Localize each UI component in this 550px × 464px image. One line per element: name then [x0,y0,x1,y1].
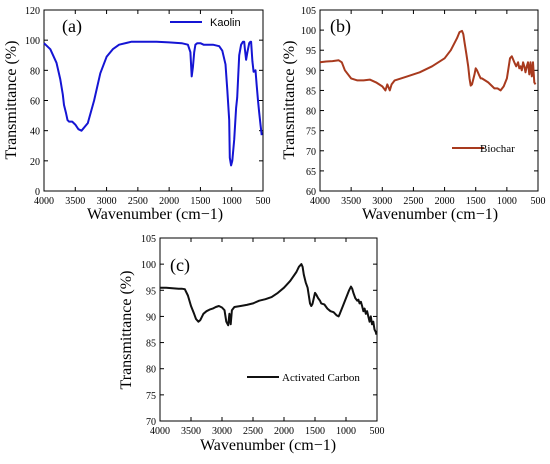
x-axis-label: Wavenumber (cm−1) [87,206,223,223]
y-axis-label: Transmittance (%) [281,41,298,160]
y-tick-label: 20 [30,157,40,168]
series-line-activated-carbon [160,263,378,335]
x-tick-label: 500 [256,196,271,207]
y-tick-label: 100 [141,260,156,271]
x-tick-label: 1500 [305,426,325,437]
y-axis-label: Transmittance (%) [118,271,135,390]
chart-panel-1: 4000 3500 3000 2500 2000 1500 1000 500 60 65 70 75 8… [281,6,546,223]
y-tick-label: 90 [146,312,156,323]
y-axis-label: Transmittance (%) [3,41,20,160]
x-tick-label: 3000 [212,426,232,437]
y-tick-label: 60 [30,97,40,108]
y-tick-label: 85 [146,339,156,350]
y-tick-label: 95 [146,286,156,297]
y-tick-label: 105 [301,6,316,17]
x-tick-label: 4000 [34,196,54,207]
y-tick-label: 0 [35,187,40,198]
y-tick-label: 70 [146,417,156,428]
x-tick-label: 2500 [403,196,423,207]
x-tick-label: 2000 [435,196,455,207]
y-tick-label: 75 [306,127,316,138]
x-tick-label: 500 [370,426,385,437]
x-tick-label: 4000 [310,196,330,207]
legend-label: Activated Carbon [282,372,360,384]
plot-frame [159,237,378,422]
panel-label: (c) [170,255,190,276]
legend-label: Biochar [480,143,515,155]
y-tick-label: 60 [306,187,316,198]
legend-label: Kaolin [210,17,241,29]
y-tick-label: 65 [306,167,316,178]
y-tick-label: 100 [301,26,316,37]
series-line-biochar [319,29,537,92]
x-tick-label: 3500 [341,196,361,207]
y-tick-label: 70 [306,147,316,158]
x-tick-label: 3000 [97,196,117,207]
x-tick-label: 3000 [372,196,392,207]
x-tick-label: 2000 [159,196,179,207]
x-tick-label: 2500 [128,196,148,207]
panel-label: (a) [62,16,82,37]
y-tick-label: 90 [306,66,316,77]
chart-panel-2: 4000 3500 3000 2500 2000 1500 1000 500 70 75 80 85 9… [118,234,385,454]
x-tick-label: 3500 [181,426,201,437]
y-tick-label: 80 [306,107,316,118]
y-tick-label: 40 [30,127,40,138]
x-tick-label: 1500 [466,196,486,207]
x-tick-label: 500 [531,196,546,207]
chart-panel-0: 4000 3500 3000 2500 2000 1500 1000 500 0 20 40 60 80… [3,6,271,223]
x-tick-label: 1000 [222,196,242,207]
y-tick-label: 100 [25,36,40,47]
x-tick-label: 2000 [274,426,294,437]
y-tick-label: 105 [141,234,156,245]
x-tick-label: 1000 [336,426,356,437]
x-tick-label: 1000 [497,196,517,207]
x-tick-label: 4000 [150,426,170,437]
y-tick-label: 80 [146,365,156,376]
plot-frame [319,9,539,192]
y-tick-label: 75 [146,391,156,402]
x-axis-label: Wavenumber (cm−1) [200,437,336,454]
x-tick-label: 2500 [243,426,263,437]
series-line-kaolin [43,40,263,167]
y-tick-label: 120 [25,6,40,17]
x-tick-label: 3500 [65,196,85,207]
y-tick-label: 80 [30,66,40,77]
y-tick-label: 95 [306,46,316,57]
x-axis-label: Wavenumber (cm−1) [362,206,498,223]
panel-label: (b) [330,16,351,37]
x-tick-label: 1500 [190,196,210,207]
y-tick-label: 85 [306,86,316,97]
